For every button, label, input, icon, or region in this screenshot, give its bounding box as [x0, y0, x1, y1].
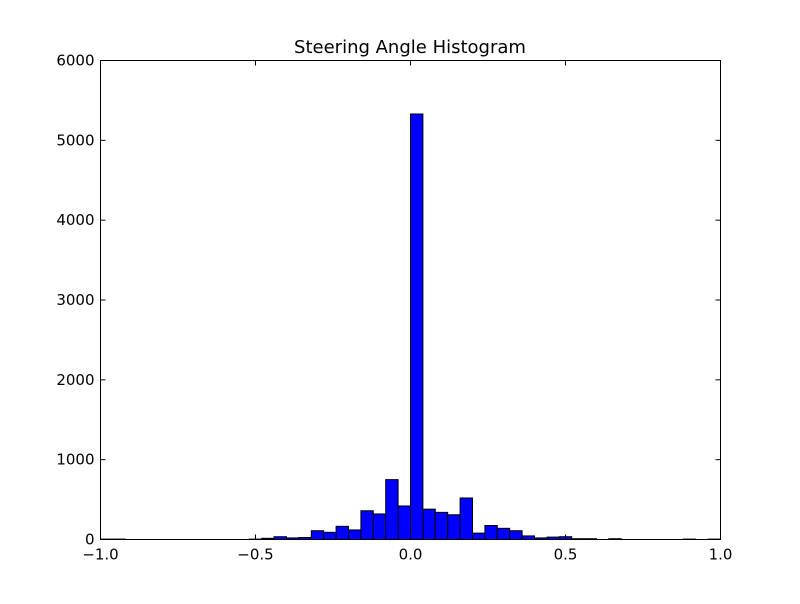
histogram-bar — [311, 531, 323, 540]
histogram-bar — [324, 532, 336, 539]
y-tick-label: 3000 — [56, 291, 94, 309]
y-tick-label: 5000 — [56, 131, 94, 149]
histogram-bar — [386, 480, 398, 540]
y-tick-label: 0 — [85, 531, 95, 549]
histogram-bar — [398, 506, 410, 540]
histogram-bar — [522, 536, 534, 540]
histogram-bar — [448, 515, 460, 540]
histogram-bar — [497, 528, 509, 539]
histogram-bar — [435, 512, 447, 539]
x-tick-label: 1.0 — [709, 546, 733, 564]
histogram-bar — [510, 531, 522, 540]
histogram-bar — [411, 114, 423, 540]
histogram-bar — [373, 514, 385, 540]
histogram-bar — [349, 530, 361, 540]
y-tick-label: 4000 — [56, 211, 94, 229]
histogram-bar — [473, 533, 485, 539]
histogram-bar — [460, 498, 472, 540]
x-tick-label: 0.5 — [554, 546, 578, 564]
histogram-bar — [336, 526, 348, 539]
histogram-bar — [361, 511, 373, 540]
histogram-bar — [423, 509, 435, 539]
y-tick-label: 6000 — [56, 52, 94, 70]
bars-layer — [101, 114, 721, 540]
y-tick-label: 1000 — [56, 451, 94, 469]
chart-title: Steering Angle Histogram — [294, 37, 526, 58]
histogram-bar — [485, 526, 497, 540]
y-tick-label: 2000 — [56, 371, 94, 389]
x-tick-label: 0.0 — [399, 546, 423, 564]
x-tick-label: −0.5 — [237, 546, 273, 564]
